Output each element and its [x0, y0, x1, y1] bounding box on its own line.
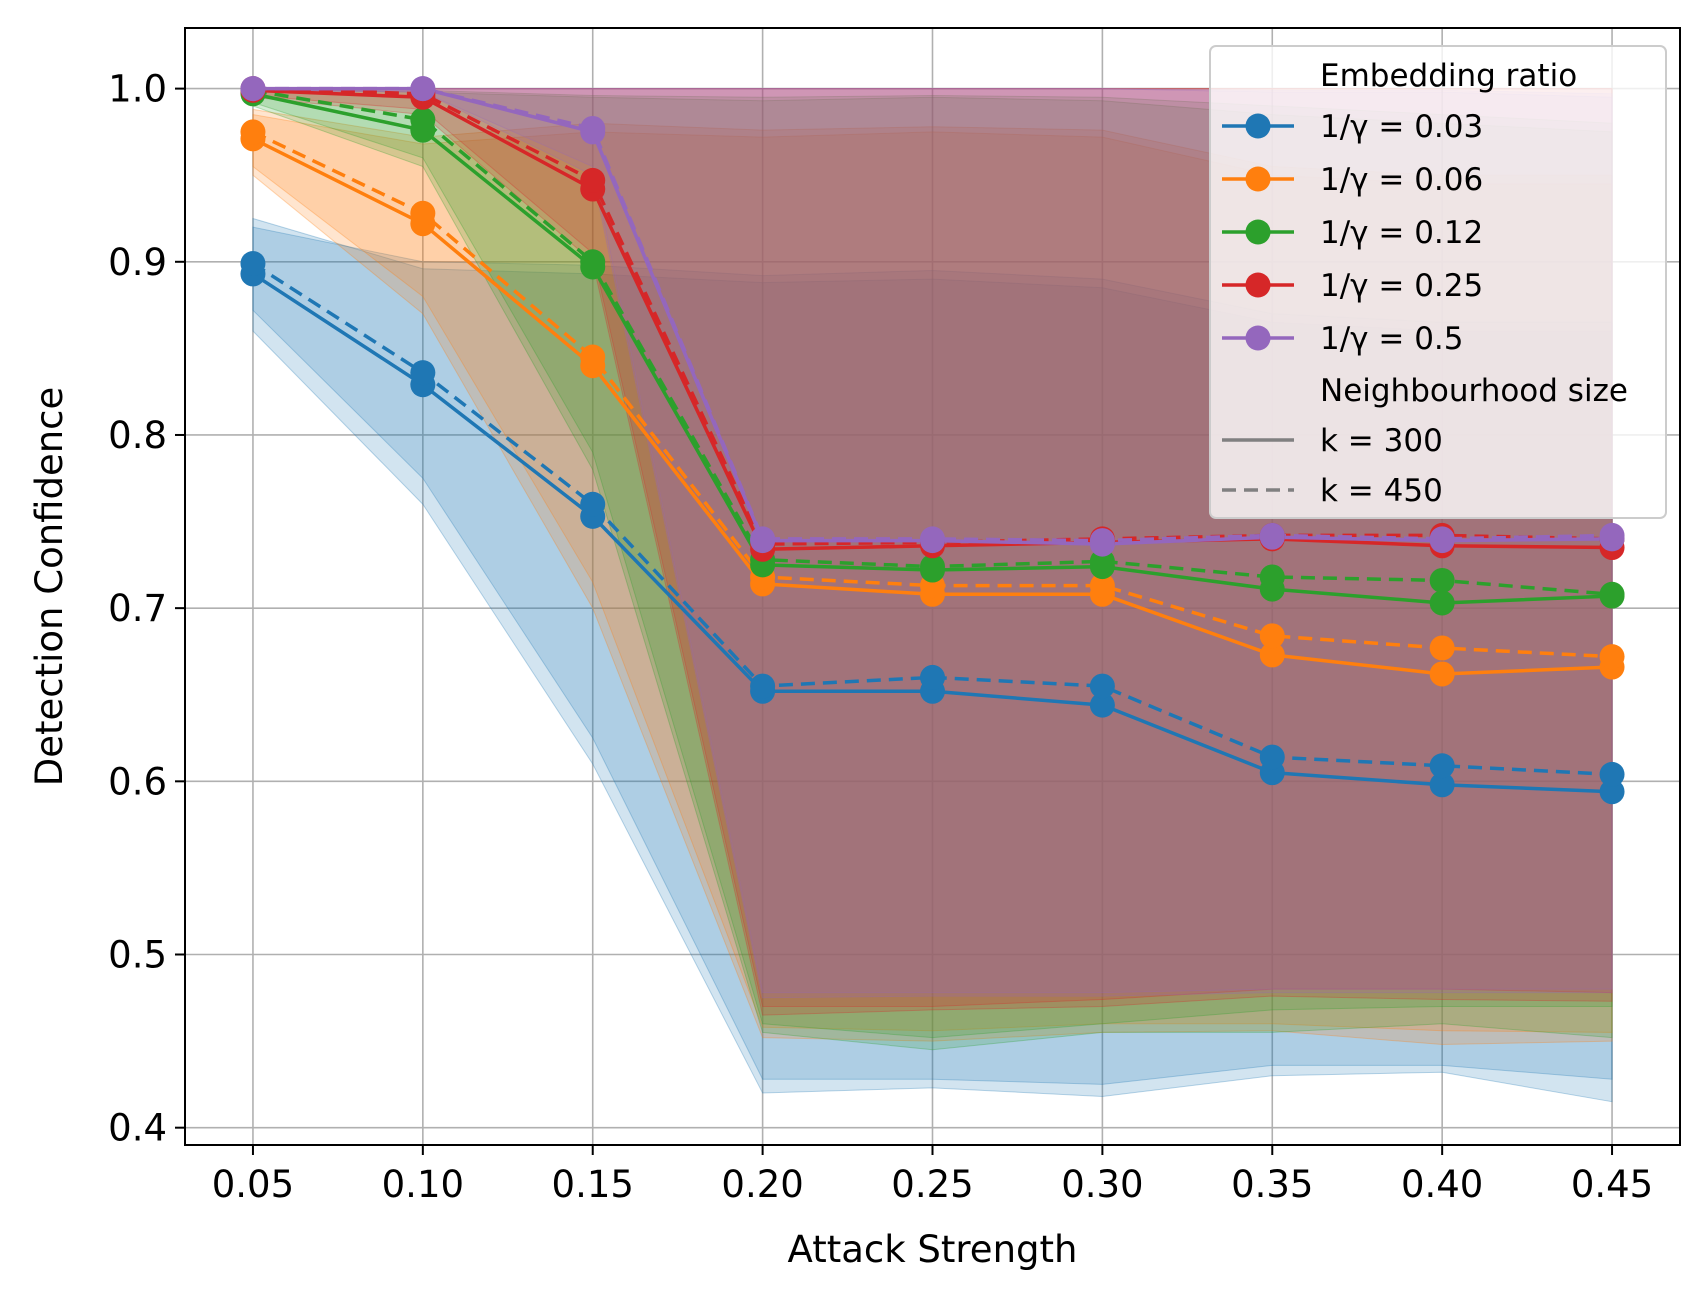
data-point [920, 664, 945, 690]
legend-box [1209, 45, 1667, 519]
x-axis-ticks: 0.05 0.10 0.15 0.20 0.25 0.30 0.35 0.40 0.45 [212, 1145, 1653, 1206]
data-point [1429, 590, 1455, 616]
data-point [750, 526, 776, 552]
data-point [1429, 526, 1455, 552]
y-tick-label: 0.4 [108, 1107, 167, 1150]
y-tick-label: 0.7 [108, 587, 167, 630]
legend-entry-label: 1/γ = 0.12 [1320, 215, 1483, 251]
data-point [1089, 528, 1115, 554]
data-point [1089, 673, 1115, 699]
data-point [580, 249, 606, 275]
data-point [1259, 522, 1285, 548]
legend-marker [1245, 113, 1271, 139]
data-point [410, 360, 436, 386]
data-point [750, 673, 776, 699]
data-point [1429, 635, 1455, 661]
y-axis-label: Detection Confidence [28, 387, 71, 787]
x-tick-label: 0.10 [382, 1163, 464, 1206]
data-point [1259, 623, 1285, 649]
legend-style-label: k = 450 [1320, 473, 1443, 509]
data-point [580, 491, 606, 517]
data-point [240, 119, 266, 145]
legend-title-embedding: Embedding ratio [1320, 58, 1577, 94]
data-point [1599, 761, 1625, 787]
data-point [1429, 567, 1455, 593]
y-tick-label: 0.9 [108, 241, 167, 284]
legend-marker [1245, 166, 1271, 192]
data-point [1599, 581, 1625, 607]
data-point [1089, 548, 1115, 574]
legend-marker [1245, 272, 1271, 298]
x-tick-label: 0.05 [212, 1163, 294, 1206]
legend-entry-label: 1/γ = 0.03 [1320, 109, 1483, 145]
data-point [1429, 772, 1455, 798]
x-axis-label: Attack Strength [788, 1228, 1078, 1271]
data-point [1089, 692, 1115, 718]
y-axis-ticks: 0.4 0.5 0.6 0.7 0.8 0.9 1.0 [108, 68, 185, 1150]
data-point [1429, 753, 1455, 779]
x-tick-label: 0.15 [552, 1163, 634, 1206]
data-point [1429, 661, 1455, 687]
y-tick-label: 0.8 [108, 414, 167, 457]
data-point [1259, 642, 1285, 668]
data-point [580, 115, 606, 141]
data-point [1259, 744, 1285, 770]
data-point [1259, 564, 1285, 590]
data-point [580, 344, 606, 370]
x-tick-label: 0.35 [1231, 1163, 1313, 1206]
data-point [410, 76, 436, 102]
legend-entry-label: 1/γ = 0.25 [1320, 268, 1483, 304]
x-tick-label: 0.25 [891, 1163, 973, 1206]
legend-marker [1245, 325, 1271, 351]
data-point [1599, 522, 1625, 548]
data-point [920, 526, 945, 552]
data-point [580, 167, 606, 193]
data-point [1599, 779, 1625, 805]
data-point [240, 251, 266, 277]
y-tick-label: 1.0 [108, 68, 167, 111]
x-tick-label: 0.45 [1571, 1163, 1653, 1206]
legend-marker [1245, 219, 1271, 245]
data-point [410, 200, 436, 226]
data-point [920, 554, 945, 580]
legend-entry-label: 1/γ = 0.5 [1320, 321, 1464, 357]
x-tick-label: 0.30 [1061, 1163, 1143, 1206]
data-point [240, 76, 266, 102]
y-tick-label: 0.6 [108, 760, 167, 803]
data-point [1599, 644, 1625, 670]
data-point [410, 107, 436, 133]
y-tick-label: 0.5 [108, 934, 167, 977]
legend-title-neighbourhood: Neighbourhood size [1320, 373, 1628, 409]
series-markers [240, 76, 1625, 805]
data-point [1089, 573, 1115, 599]
legend-entry-label: 1/γ = 0.06 [1320, 162, 1483, 198]
legend: Embedding ratio 1/γ = 0.03 1/γ = 0.06 1/γ =… [1209, 45, 1667, 519]
x-tick-label: 0.40 [1401, 1163, 1483, 1206]
x-tick-label: 0.20 [721, 1163, 803, 1206]
legend-style-label: k = 300 [1320, 423, 1443, 459]
series-line [252, 262, 1613, 777]
